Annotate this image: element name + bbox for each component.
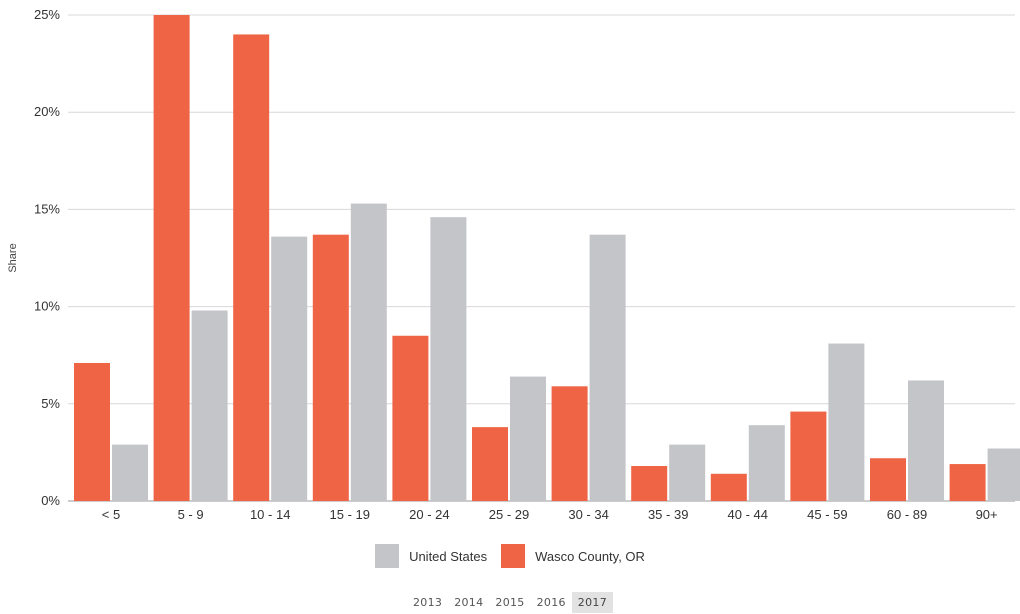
year-button-2015[interactable]: 2015 [495,595,525,609]
x-tick-label: 20 - 24 [409,507,449,522]
bar-united-states-6[interactable] [589,234,626,501]
bar-wasco-county-8[interactable] [710,473,747,501]
bar-wasco-county-10[interactable] [870,458,906,501]
x-tick-label: 45 - 59 [807,507,847,522]
bar-wasco-county-1[interactable] [153,15,190,501]
bar-chart: 0% 5% 10% 15% 20% 25% Share < 5 5 - 9 10 - 14 15… [7,7,1020,522]
bar-united-states-7[interactable] [669,444,706,501]
bar-united-states-11[interactable] [987,448,1020,501]
bar-wasco-county-3[interactable] [312,234,349,501]
y-tick-label: 25% [34,7,60,22]
legend: United States Wasco County, OR [0,543,1020,569]
x-tick-label: 30 - 34 [568,507,608,522]
bar-wasco-county-4[interactable] [392,335,429,501]
year-button-2013[interactable]: 2013 [412,595,443,609]
y-tick-label: 5% [41,396,60,411]
bar-united-states-4[interactable] [430,217,467,501]
bar-wasco-county-2[interactable] [233,34,270,501]
y-tick-label: 20% [34,104,60,119]
bar-united-states-2[interactable] [271,236,308,501]
x-tick-label: 40 - 44 [728,507,768,522]
y-tick-label: 10% [34,299,60,314]
x-tick-label: 35 - 39 [648,507,688,522]
bars [74,15,1020,501]
x-tick-label: 90+ [976,507,998,522]
x-axis-ticks: < 5 5 - 9 10 - 14 15 - 19 20 - 24 25 - 29 30 -… [102,507,998,522]
legend-label-wasco-county: Wasco County, OR [535,548,645,564]
legend-item-wasco-county[interactable]: Wasco County, OR [501,544,645,568]
x-tick-label: 25 - 29 [489,507,529,522]
bar-wasco-county-6[interactable] [551,386,588,501]
y-tick-label: 0% [41,493,60,508]
y-axis-ticks: 0% 5% 10% 15% 20% 25% [34,7,60,508]
legend-label-united-states: United States [409,548,488,564]
bar-wasco-county-5[interactable] [472,427,508,501]
bar-wasco-county-0[interactable] [74,362,110,501]
x-tick-label: 60 - 89 [887,507,927,522]
bar-wasco-county-11[interactable] [949,464,986,501]
bar-wasco-county-7[interactable] [631,466,668,501]
bar-united-states-0[interactable] [112,444,148,501]
bar-united-states-10[interactable] [908,380,944,501]
year-button-2016[interactable]: 2016 [536,595,566,609]
x-tick-label: 15 - 19 [330,507,370,522]
bar-wasco-county-9[interactable] [790,411,827,501]
year-button-2017[interactable]: 2017 [571,591,613,613]
x-tick-label: < 5 [102,507,120,522]
legend-swatch-wasco-county [501,544,526,568]
x-tick-label: 10 - 14 [250,507,290,522]
x-tick-label: 5 - 9 [178,507,204,522]
bar-united-states-9[interactable] [828,343,865,501]
year-button-2014[interactable]: 2014 [454,595,484,609]
y-axis-label: Share [7,243,19,272]
legend-swatch-united-states [375,544,400,568]
bar-united-states-8[interactable] [748,425,785,501]
y-tick-label: 15% [34,201,60,216]
legend-item-united-states[interactable]: United States [375,544,487,568]
bar-united-states-1[interactable] [191,310,228,501]
bar-united-states-5[interactable] [510,376,546,501]
bar-united-states-3[interactable] [350,203,387,501]
year-selector: 2013 2014 2015 2016 2017 [0,590,1020,614]
